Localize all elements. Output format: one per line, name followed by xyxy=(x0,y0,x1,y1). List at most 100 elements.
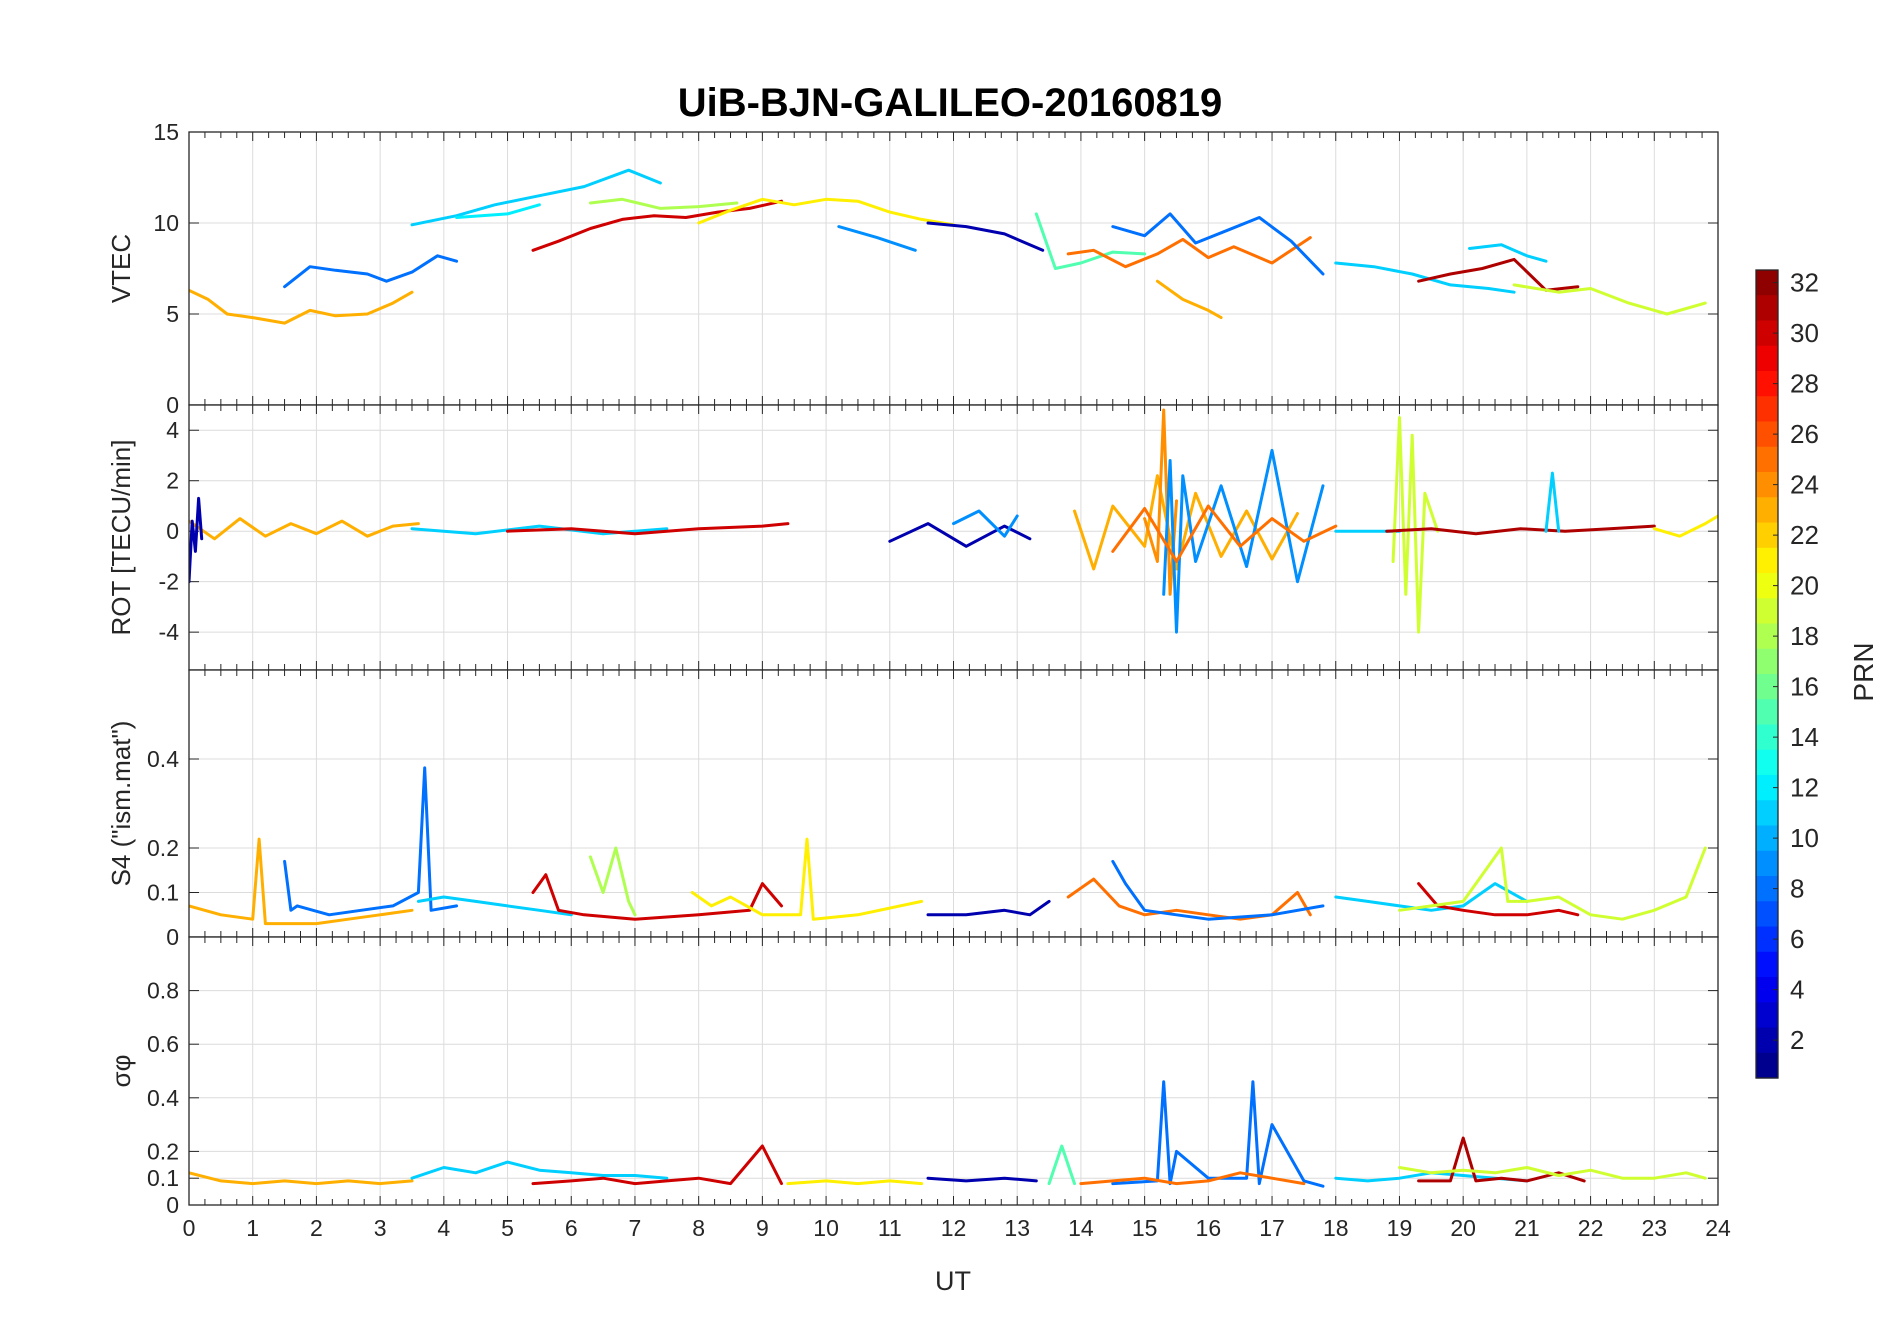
x-tick-label: 24 xyxy=(1705,1215,1731,1241)
colorbar-segment xyxy=(1756,699,1778,726)
x-tick-label: 20 xyxy=(1450,1215,1476,1241)
colorbar-segment xyxy=(1756,749,1778,776)
panel-1: 0 5 10 15 VTEC xyxy=(106,119,1719,418)
series-prn-21 xyxy=(1652,514,1718,538)
series-prn-25 xyxy=(1066,877,1312,921)
colorbar-segment xyxy=(1756,345,1778,372)
colorbar-segment xyxy=(1756,421,1778,448)
colorbar-tick-label: 6 xyxy=(1790,924,1804,954)
colorbar-segment xyxy=(1756,724,1778,751)
colorbar-tick-label: 28 xyxy=(1790,369,1819,399)
x-tick-label: 7 xyxy=(629,1215,642,1241)
x-tick-label: 6 xyxy=(565,1215,578,1241)
colorbar-tick-label: 18 xyxy=(1790,621,1819,651)
panel-2: -4 -2 0 2 4 ROT [TECU/min] xyxy=(106,404,1719,671)
colorbar-tick-label: 16 xyxy=(1790,672,1819,702)
series-prn-19 xyxy=(1391,416,1440,634)
colorbar-tick-label: 2 xyxy=(1790,1025,1804,1055)
colorbar-segment xyxy=(1756,648,1778,675)
y-axis-label: VTEC xyxy=(106,234,136,303)
series-prn-30 xyxy=(506,522,790,536)
colorbar-segment xyxy=(1756,295,1778,322)
y-tick-label: 0 xyxy=(166,518,179,544)
series-prn-15 xyxy=(1047,1144,1076,1186)
x-tick-label: 22 xyxy=(1578,1215,1604,1241)
series-prn-9 xyxy=(1162,448,1325,634)
series-prn-21 xyxy=(786,1179,924,1186)
colorbar-tick-label: 14 xyxy=(1790,722,1819,752)
y-tick-label: -4 xyxy=(159,619,180,645)
panel-frame xyxy=(188,936,1719,1206)
panel-3: 0 0.1 0.2 0.4 S4 ("ism.mat") xyxy=(106,669,1719,950)
colorbar-segment xyxy=(1756,522,1778,549)
colorbar-tick-label: 22 xyxy=(1790,520,1819,550)
y-tick-label: -2 xyxy=(159,569,179,595)
y-tick-label: 15 xyxy=(153,119,179,145)
x-tick-label: 17 xyxy=(1259,1215,1285,1241)
y-tick-label: 10 xyxy=(153,210,179,236)
colorbar-tick-label: 12 xyxy=(1790,773,1819,803)
colorbar-segment xyxy=(1756,674,1778,700)
x-tick-label: 1 xyxy=(246,1215,259,1241)
colorbar-segment xyxy=(1756,598,1778,625)
series-prn-21 xyxy=(697,197,955,227)
y-tick-label: 0.4 xyxy=(147,1085,179,1111)
panel-4: 00.10.2 0.4 0.6 0.8 σφ xyxy=(106,936,1719,1218)
colorbar-tick-label: 30 xyxy=(1790,318,1819,348)
series-prn-8 xyxy=(1111,859,1325,921)
x-tick-label: 19 xyxy=(1387,1215,1413,1241)
series-prn-23 xyxy=(189,517,420,541)
series-prn-15 xyxy=(1034,212,1147,270)
y-tick-label: 0.8 xyxy=(147,978,179,1004)
series-prn-9 xyxy=(952,509,1019,538)
x-tick-label: 13 xyxy=(1004,1215,1030,1241)
y-axis-label: ROT [TECU/min] xyxy=(106,440,136,636)
colorbar-tick-label: 20 xyxy=(1790,571,1819,601)
colorbar-label: PRN xyxy=(1848,642,1879,701)
series-prn-11 xyxy=(416,895,573,917)
colorbar-segment xyxy=(1756,951,1778,978)
series-prn-30 xyxy=(531,873,783,921)
colorbar-segment xyxy=(1756,573,1778,599)
series-prn-11 xyxy=(1544,471,1561,533)
series-prn-2 xyxy=(926,221,1045,252)
colorbar-segment xyxy=(1756,825,1778,852)
series-prn-23 xyxy=(1155,279,1223,320)
colorbar-segment xyxy=(1756,446,1778,473)
x-tick-label: 15 xyxy=(1132,1215,1158,1241)
series-prn-19 xyxy=(1398,1166,1707,1180)
colorbar-segment xyxy=(1756,547,1778,574)
colorbar-segment xyxy=(1756,977,1778,1003)
series-prn-30 xyxy=(531,199,783,252)
series-prn-2 xyxy=(189,496,204,584)
series-prn-11 xyxy=(410,1160,669,1180)
series-prn-23 xyxy=(189,837,414,926)
y-tick-label: 0.2 xyxy=(147,1138,179,1164)
x-tick-label: 10 xyxy=(813,1215,839,1241)
series-prn-24 xyxy=(1143,408,1178,596)
series-prn-2 xyxy=(888,522,1032,548)
colorbar-tick-label: 10 xyxy=(1790,823,1819,853)
y-tick-label: 0.4 xyxy=(147,746,179,772)
series-prn-11 xyxy=(1468,243,1548,263)
y-tick-label: 0.6 xyxy=(147,1031,179,1057)
series-prn-25 xyxy=(1111,504,1338,563)
x-tick-label: 16 xyxy=(1196,1215,1222,1241)
series-prn-9 xyxy=(837,225,917,252)
colorbar-tick-label: 24 xyxy=(1790,470,1819,500)
x-tick-label: 8 xyxy=(692,1215,705,1241)
x-tick-label: 5 xyxy=(501,1215,514,1241)
colorbar-segment xyxy=(1756,926,1778,953)
colorbar-frame xyxy=(1755,269,1779,1079)
x-axis-label: UT xyxy=(935,1266,971,1296)
series-prn-11 xyxy=(410,168,662,227)
chart-title: UiB-BJN-GALILEO-20160819 xyxy=(678,81,1223,125)
y-tick-label: 0 xyxy=(166,392,179,418)
series-prn-11 xyxy=(1334,882,1529,912)
colorbar-segment xyxy=(1756,497,1778,524)
x-tick-label: 4 xyxy=(437,1215,450,1241)
y-tick-label: 4 xyxy=(166,417,179,443)
series-prn-8 xyxy=(283,766,459,917)
